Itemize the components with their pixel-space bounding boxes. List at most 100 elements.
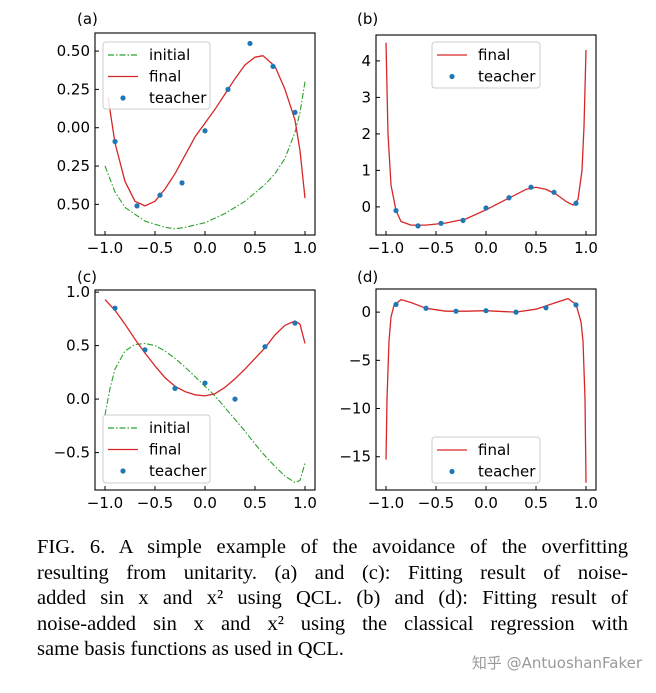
- y-tick-label: 0.00: [57, 119, 90, 137]
- x-tick-label: −0.5: [137, 239, 173, 257]
- caption-line: added sin x and x² using QCL. (b) and (d…: [37, 587, 628, 610]
- y-tick-label: 0.50: [57, 42, 90, 60]
- legend-label-final: final: [149, 441, 181, 459]
- y-tick-label: 4: [361, 52, 371, 70]
- panel-label: (d): [357, 268, 378, 286]
- teacher-point: [393, 207, 399, 214]
- teacher-point: [506, 195, 512, 201]
- x-tick-label: 1.0: [574, 239, 598, 257]
- legend: initial final teacher: [102, 414, 211, 484]
- legend-label-teacher: teacher: [478, 463, 536, 481]
- x-tick-label: −1.0: [368, 239, 404, 257]
- x-tick-label: −0.5: [137, 494, 173, 512]
- y-tick-label: 0.50: [57, 195, 90, 213]
- plot-area: [385, 42, 587, 229]
- final-curve: [107, 55, 306, 207]
- teacher-point: [247, 40, 253, 47]
- teacher-point: [415, 223, 421, 229]
- teacher-point: [543, 305, 549, 311]
- initial-curve: [104, 81, 306, 230]
- caption-line: resulting from unitarity. (a) and (c): F…: [37, 561, 628, 584]
- y-tick-label: −5: [349, 351, 371, 369]
- y-tick-label: −15: [339, 448, 371, 466]
- teacher-point: [438, 220, 444, 226]
- y-tick-label: 1: [361, 161, 371, 179]
- teacher-point: [134, 203, 140, 209]
- legend-label-final: final: [478, 441, 510, 459]
- legend-label-final: final: [478, 46, 510, 64]
- x-tick-label: −0.5: [418, 239, 454, 257]
- panel-label: (c): [77, 268, 97, 286]
- teacher-point: [270, 63, 276, 70]
- legend-box: [102, 414, 211, 484]
- legend-label-final: final: [149, 68, 181, 86]
- legend: initial final teacher: [102, 41, 211, 110]
- teacher-point: [292, 320, 298, 326]
- teacher-point: [292, 109, 298, 115]
- legend-label-teacher: teacher: [478, 68, 536, 86]
- y-tick-label: 2: [361, 125, 371, 143]
- x-tick-label: 0.0: [193, 239, 217, 257]
- x-tick-label: −1.0: [87, 494, 123, 512]
- legend-box: [431, 41, 541, 89]
- teacher-point: [528, 184, 534, 190]
- legend-teacher-marker: [120, 468, 126, 474]
- x-tick-label: −0.5: [418, 494, 454, 512]
- plot-area: [104, 299, 306, 484]
- caption-line: FIG. 6. A simple example of the avoidanc…: [37, 536, 628, 558]
- teacher-point: [179, 180, 185, 186]
- x-tick-label: 1.0: [293, 494, 317, 512]
- caption-line: noise-added sin x and x² using the class…: [37, 612, 628, 635]
- legend-label-initial: initial: [149, 46, 190, 64]
- legend-teacher-marker: [120, 95, 126, 101]
- teacher-point: [573, 302, 579, 308]
- teacher-point: [423, 305, 429, 311]
- x-tick-label: 1.0: [293, 239, 317, 257]
- y-tick-label: 0: [361, 303, 371, 321]
- final-curve: [104, 299, 306, 397]
- legend-teacher-marker: [449, 73, 455, 80]
- figure-caption: FIG. 6. A simple example of the avoidanc…: [37, 535, 628, 663]
- teacher-point: [483, 205, 489, 211]
- y-tick-label: 0.5: [66, 337, 90, 355]
- teacher-point: [513, 309, 519, 315]
- x-tick-label: 1.0: [574, 494, 598, 512]
- teacher-point: [232, 396, 238, 402]
- x-tick-label: 0.0: [193, 494, 217, 512]
- x-tick-label: 0.5: [243, 494, 267, 512]
- plot-area: [104, 40, 306, 230]
- teacher-point: [112, 305, 118, 311]
- panel-d: (d) −1.0 −0.5 0.0 0.5 1.0 0 −5 −10 −15 final teache…: [339, 268, 598, 512]
- initial-curve: [104, 342, 306, 484]
- y-tick-label: −10: [339, 400, 371, 418]
- teacher-point: [225, 86, 231, 93]
- teacher-point: [483, 308, 489, 314]
- y-tick-label: 0.0: [66, 390, 90, 408]
- y-tick-label: 1.0: [66, 283, 90, 301]
- teacher-point: [573, 200, 579, 206]
- panel-c: (c) −1.0 −0.5 0.0 0.5 1.0 1.0 0.5 0.0 −0.5 initial…: [54, 268, 317, 512]
- x-tick-label: −1.0: [87, 239, 123, 257]
- teacher-point: [172, 385, 178, 391]
- teacher-point: [551, 189, 557, 195]
- legend-label-teacher: teacher: [149, 462, 207, 480]
- legend-box: [102, 41, 211, 110]
- panel-b: (b) −1.0 −0.5 0.0 0.5 1.0 4 3 2 1 0 final teacher: [357, 10, 598, 257]
- legend-label-teacher: teacher: [149, 89, 207, 107]
- panel-label: (b): [357, 10, 378, 28]
- teacher-point: [142, 347, 148, 353]
- x-tick-label: 0.0: [474, 494, 498, 512]
- caption-line: same basis functions as used in QCL.: [37, 638, 344, 661]
- panel-label: (a): [77, 10, 98, 28]
- panel-a: (a) −1.0 −0.5 0.0 0.5 1.0 0.50 0.25 0.00 0.25 0.50…: [57, 10, 317, 257]
- y-tick-label: 3: [361, 88, 371, 106]
- x-tick-label: 0.0: [474, 239, 498, 257]
- teacher-point: [460, 217, 466, 224]
- figure-plots: (a)−1.0 −0.5 0.0 0.5 1.00.500.250.000.250.50…: [54, 10, 598, 512]
- teacher-point: [453, 308, 459, 314]
- legend: final teacher: [431, 41, 541, 89]
- x-tick-label: 0.5: [243, 239, 267, 257]
- legend-label-initial: initial: [149, 419, 190, 437]
- y-tick-label: −0.5: [54, 444, 90, 462]
